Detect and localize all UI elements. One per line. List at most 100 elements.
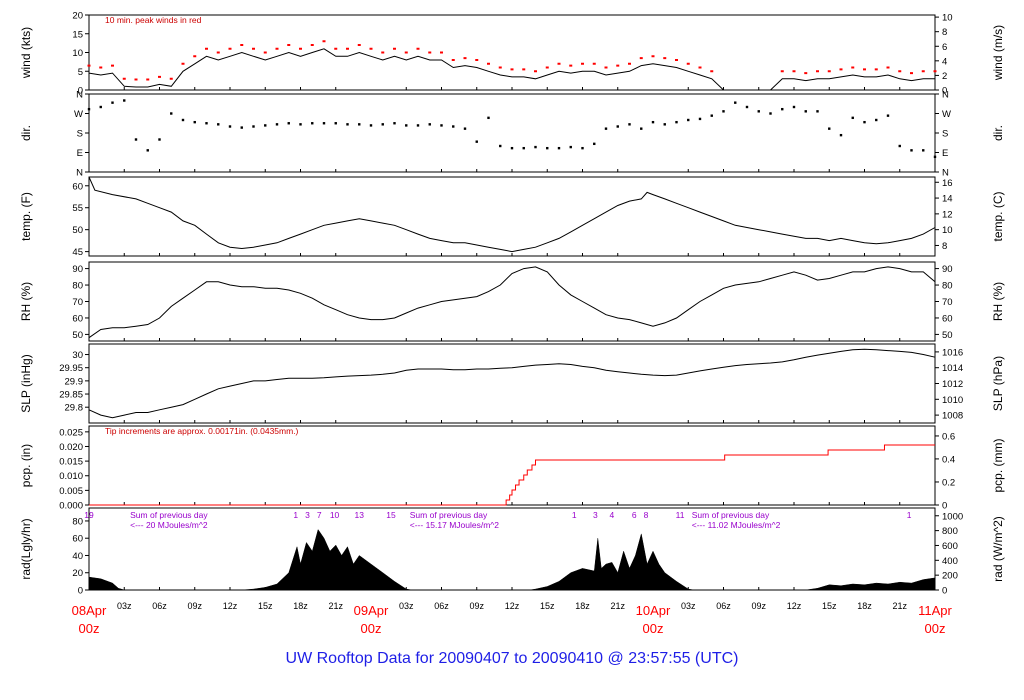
dir-point bbox=[651, 120, 655, 124]
gust-point bbox=[158, 75, 161, 78]
left-tick-label-slp: 29.95 bbox=[59, 363, 83, 374]
dir-point bbox=[87, 107, 91, 111]
right-tick-label-wind: 0 bbox=[942, 86, 947, 97]
x-tick-label: 09z bbox=[187, 601, 202, 611]
gust-point bbox=[216, 51, 220, 54]
right-tick-label-wind: 10 bbox=[942, 13, 953, 24]
gust-point bbox=[522, 68, 526, 71]
rad-hour-mark: 10 bbox=[330, 510, 340, 520]
x-tick-label: 21z bbox=[610, 601, 625, 611]
right-tick-label-dir: N bbox=[942, 90, 949, 101]
x-tick-label: 12z bbox=[787, 601, 802, 611]
gust-point bbox=[451, 59, 455, 61]
rad-sum-label: Sum of previous day bbox=[410, 510, 488, 520]
right-tick-label-slp: 1008 bbox=[942, 411, 963, 422]
day-label-top: 10Apr bbox=[636, 603, 671, 618]
x-tick-label: 18z bbox=[293, 601, 308, 611]
dir-point bbox=[933, 155, 937, 159]
dir-point bbox=[358, 123, 361, 126]
gust-point bbox=[440, 51, 443, 54]
dir-point bbox=[816, 110, 819, 113]
left-tick-label-temp: 50 bbox=[72, 225, 83, 236]
gust-point bbox=[710, 70, 714, 73]
gust-point bbox=[404, 51, 408, 54]
right-tick-label-slp: 1010 bbox=[942, 395, 963, 406]
gust-point bbox=[910, 72, 913, 75]
dir-point bbox=[710, 114, 713, 117]
left-tick-label-wind: 0 bbox=[78, 86, 83, 97]
left-tick-label-dir: E bbox=[77, 148, 83, 159]
left-axis-label-wind: wind (kts) bbox=[19, 27, 33, 79]
right-axis-label-wind: wind (m/s) bbox=[991, 25, 1005, 81]
right-tick-label-wind: 4 bbox=[942, 56, 947, 67]
gust-point bbox=[322, 40, 326, 43]
dir-point bbox=[299, 123, 302, 126]
dir-point bbox=[452, 125, 455, 128]
left-tick-label-pcp: 0.025 bbox=[59, 427, 83, 438]
left-tick-label-wind: 15 bbox=[72, 29, 83, 40]
dir-point bbox=[534, 145, 537, 149]
dir-point bbox=[123, 99, 126, 102]
right-tick-label-slp: 1012 bbox=[942, 379, 963, 390]
day-label-top: 11Apr bbox=[918, 603, 952, 618]
right-tick-label-wind: 8 bbox=[942, 27, 947, 38]
right-tick-label-rad: 0 bbox=[942, 586, 947, 597]
panel-wind bbox=[85, 14, 939, 91]
gust-point bbox=[240, 44, 244, 46]
dir-point bbox=[886, 114, 890, 117]
panel-dir bbox=[85, 93, 939, 173]
gust-point bbox=[263, 51, 267, 54]
right-tick-label-wind: 6 bbox=[942, 42, 947, 53]
gust-point bbox=[146, 78, 150, 81]
dir-point bbox=[146, 149, 149, 152]
gust-point bbox=[534, 70, 537, 73]
right-tick-label-wind: 2 bbox=[942, 71, 947, 82]
right-tick-label-rad: 800 bbox=[942, 526, 958, 537]
dir-point bbox=[240, 126, 243, 129]
gust-point bbox=[393, 47, 396, 50]
annotation-pcp: Tip increments are approx. 0.00171in. (0… bbox=[105, 426, 299, 436]
panel-frame-wind bbox=[88, 14, 936, 91]
dir-point bbox=[252, 125, 255, 128]
left-axis-label-temp: temp. (F) bbox=[19, 192, 33, 241]
left-tick-label-wind: 10 bbox=[72, 48, 83, 59]
x-tick-label: 21z bbox=[328, 601, 343, 611]
left-tick-label-rad: 60 bbox=[72, 534, 83, 545]
gust-point bbox=[416, 47, 420, 50]
gust-point bbox=[428, 51, 432, 54]
chart-title: UW Rooftop Data for 20090407 to 20090410… bbox=[285, 650, 739, 667]
gust-point bbox=[592, 62, 596, 65]
gust-point bbox=[205, 47, 208, 50]
dir-point bbox=[875, 118, 878, 122]
gust-point bbox=[545, 66, 549, 69]
dir-point bbox=[569, 145, 572, 149]
day-label-bottom: 00z bbox=[643, 621, 664, 636]
gust-point bbox=[874, 68, 878, 71]
gust-point bbox=[569, 64, 573, 67]
gust-point bbox=[616, 64, 620, 67]
right-tick-label-rh: 70 bbox=[942, 297, 953, 308]
rad-hour-mark: 8 bbox=[644, 510, 649, 520]
dir-point bbox=[405, 124, 408, 127]
left-tick-label-pcp: 0.020 bbox=[59, 442, 83, 453]
dir-point bbox=[898, 144, 901, 148]
rad-sum-value: <--- 20 MJoules/m^2 bbox=[130, 520, 208, 530]
right-tick-label-rh: 80 bbox=[942, 281, 953, 292]
panel-frame-temp bbox=[88, 176, 936, 257]
gust-point bbox=[252, 47, 255, 50]
right-tick-label-pcp: 0.2 bbox=[942, 477, 955, 488]
x-tick-label: 12z bbox=[505, 601, 520, 611]
dir-point bbox=[557, 146, 561, 150]
right-tick-label-pcp: 0.4 bbox=[942, 454, 955, 465]
dir-point bbox=[487, 116, 490, 120]
left-tick-label-rh: 50 bbox=[72, 330, 83, 341]
gust-point bbox=[816, 70, 819, 73]
dir-point bbox=[510, 146, 514, 150]
gust-point bbox=[357, 44, 361, 46]
dir-point bbox=[428, 123, 431, 126]
dir-point bbox=[346, 123, 349, 126]
gust-point bbox=[134, 78, 138, 81]
day-label-top: 09Apr bbox=[354, 603, 389, 618]
left-tick-label-dir: S bbox=[77, 129, 83, 140]
gust-point bbox=[604, 66, 608, 69]
